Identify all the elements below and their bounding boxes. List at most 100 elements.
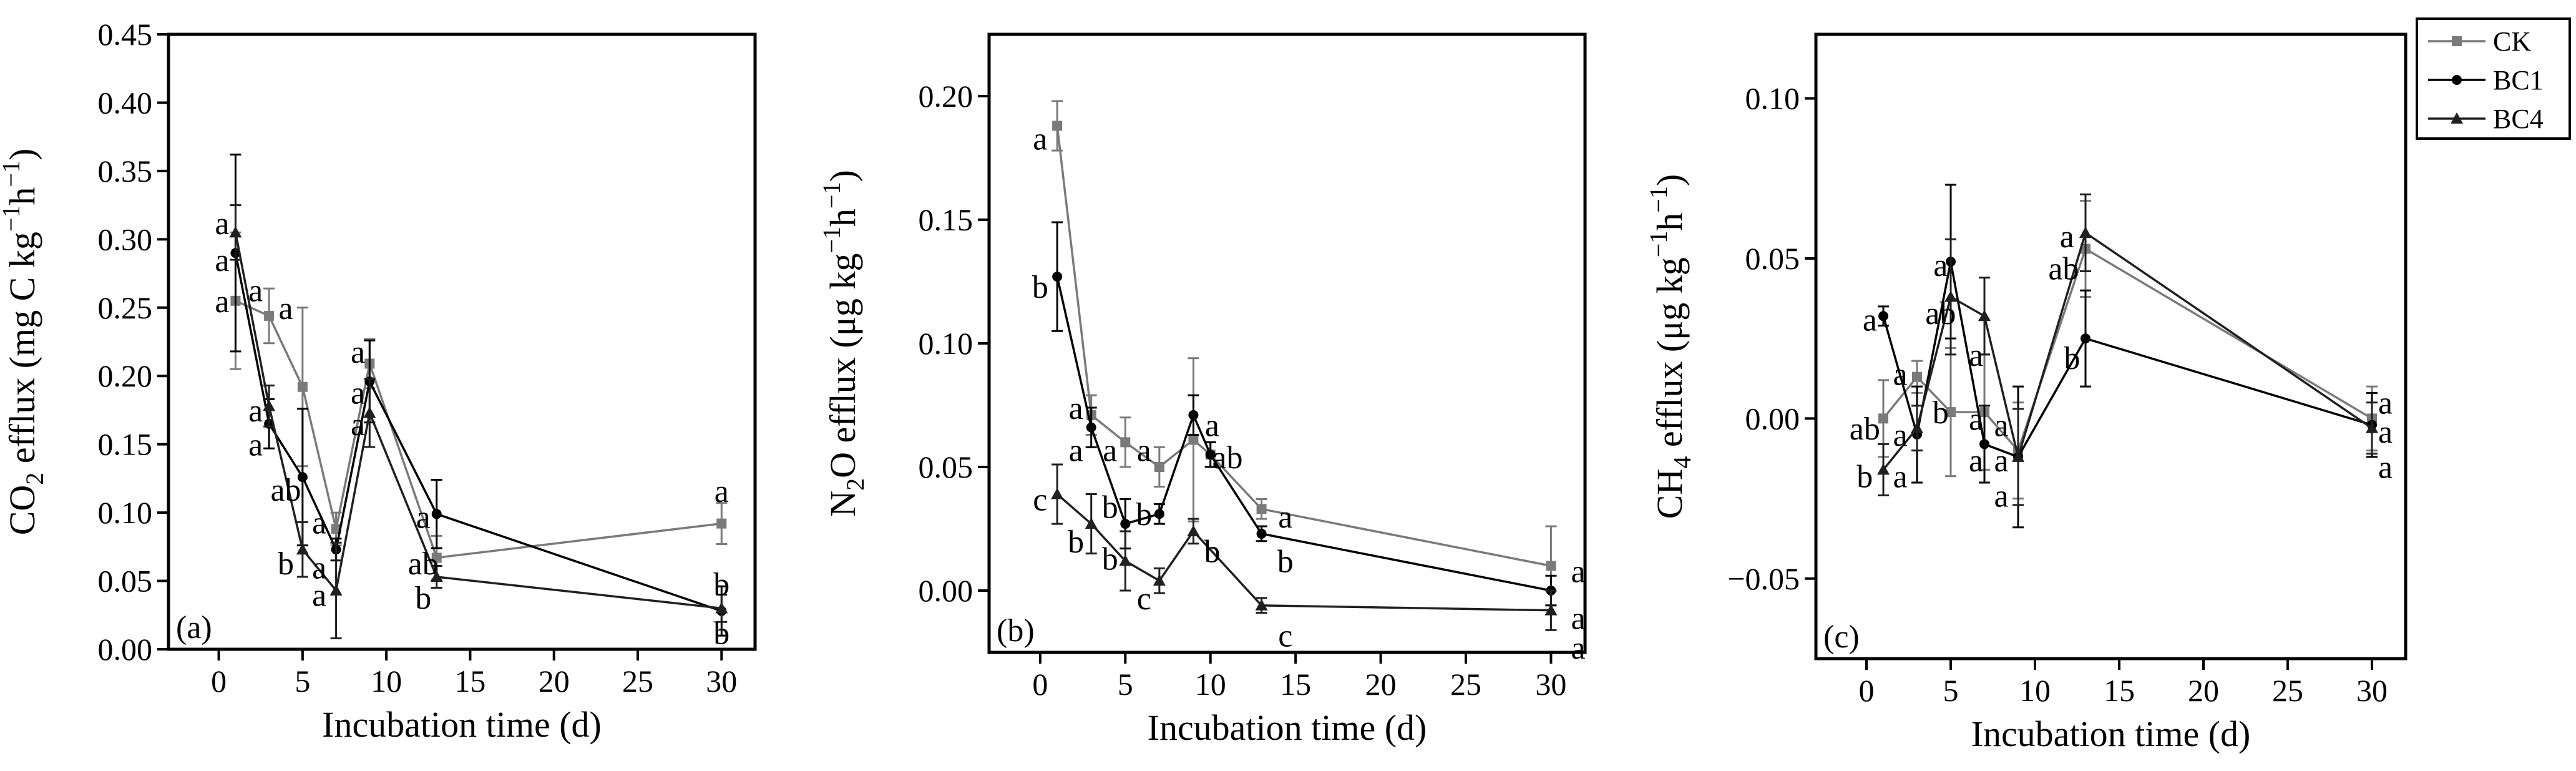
x-tick-label-20: 20: [1365, 667, 1397, 702]
x-tick-label-25: 25: [622, 664, 653, 699]
legend-marker-bc1: [2452, 75, 2462, 85]
data-point-bc4-d9: [1187, 524, 1200, 536]
significance-letter-19: b: [713, 567, 729, 602]
data-point-ck-d3: [264, 310, 275, 321]
x-tick-label-0: 0: [211, 664, 227, 699]
x-tick-label-15: 15: [2104, 673, 2135, 708]
data-point-bc4-d1: [1051, 488, 1064, 499]
significance-letter-15: a: [2060, 219, 2074, 255]
significance-letter-12: a: [1994, 408, 2008, 444]
x-tick-label-15: 15: [1280, 667, 1311, 702]
significance-letter-13: a: [1994, 443, 2008, 479]
x-tick-label-30: 30: [1535, 667, 1566, 702]
data-point-bc4-d3: [263, 400, 276, 411]
panel-label: (b): [997, 613, 1035, 649]
significance-letter-7: ab: [270, 473, 301, 508]
data-point-bc1-d10: [1205, 449, 1216, 460]
y-tick-label-0-15: 0.15: [919, 202, 973, 237]
data-point-bc4-d5: [296, 543, 309, 555]
data-point-ck-d5: [1946, 407, 1956, 418]
x-tick-label-10: 10: [371, 664, 402, 699]
significance-letter-10: b: [1136, 497, 1152, 533]
series-bc1: [1051, 221, 1557, 607]
significance-letter-16: ab: [2048, 251, 2079, 287]
y-axis-title: CH4 efflux (μg kg−1h−1): [1644, 174, 1696, 519]
significance-letter-3: a: [248, 273, 263, 308]
data-point-ck-d7: [1154, 462, 1164, 472]
significance-letter-10: a: [312, 551, 326, 586]
data-point-bc4-d30: [2366, 421, 2378, 433]
panel-a-co2-chart: 0 5 10 15 20 25 30 0.00 0.05 0.10 0.15 0.20 0.25 0.30…: [0, 17, 757, 745]
y-tick-label-0-35: 0.35: [98, 154, 153, 189]
data-point-bc1-d5: [297, 472, 308, 483]
panel-b-n2o-chart: 0 5 10 15 20 25 30 0.00 0.05 0.10 0.15 0.20 Incubati…: [817, 32, 1587, 748]
significance-letter-16: ab: [408, 546, 439, 582]
data-point-bc1-d3: [1086, 422, 1096, 433]
data-point-ck-d30: [716, 518, 727, 529]
significance-letter-8: b: [278, 546, 294, 582]
data-point-bc4-d13: [2079, 226, 2092, 238]
y-tick-label-0-45: 0.45: [98, 17, 153, 52]
significance-letter-12: a: [351, 335, 365, 370]
y-tick-label-0-10: 0.10: [98, 495, 153, 530]
data-point-bc4-d30: [1544, 604, 1558, 616]
data-point-bc4-d5: [1119, 554, 1132, 566]
y-tick-label-0-00: 0.00: [1745, 401, 1800, 436]
series-line-ck: [1882, 247, 2373, 453]
y-tick-label-0-10: 0.10: [1745, 81, 1800, 116]
significance-letter-9: a: [1969, 338, 1983, 373]
significance-letter-7: b: [1102, 489, 1118, 525]
y-tick-label-0-10: 0.10: [919, 326, 973, 361]
data-point-bc4-d9: [2012, 450, 2024, 462]
data-point-bc1-d1: [1878, 311, 1888, 322]
significance-letter-3: a: [1893, 357, 1907, 393]
data-point-ck-d13: [1256, 504, 1267, 514]
legend-item-bc4: BC4: [2428, 104, 2544, 134]
y-tick-label-0-20: 0.20: [919, 79, 973, 114]
data-point-bc4-d13: [1255, 599, 1268, 611]
significance-letter-4: a: [1069, 433, 1083, 468]
significance-letter-14: a: [1994, 478, 2008, 514]
x-tick-label-25: 25: [1450, 667, 1481, 702]
significance-letter-16: b: [1277, 544, 1294, 579]
x-tick-label-5: 5: [295, 664, 310, 699]
legend-label-bc1: BC1: [2493, 65, 2544, 96]
significance-letter-8: b: [1102, 542, 1118, 577]
legend-marker-bc4: [2451, 112, 2463, 124]
significance-letter-0: a: [215, 206, 229, 242]
significance-letter-20: b: [713, 616, 729, 652]
significance-letter-5: b: [1068, 524, 1084, 560]
panel-label: (a): [176, 610, 212, 646]
series-bc4: [1051, 463, 1558, 631]
y-tick-label-0-05: 0.05: [919, 449, 973, 484]
significance-letter-19: a: [2378, 415, 2393, 450]
significance-letter-20: a: [1571, 631, 1586, 666]
data-point-bc1-d13: [2081, 333, 2091, 344]
data-point-ck-d9: [1188, 435, 1199, 445]
significance-letter-4: a: [1893, 418, 1907, 453]
significance-letter-2: c: [1033, 482, 1047, 518]
significance-letter-7: ab: [1925, 296, 1956, 331]
x-tick-label-0: 0: [1859, 673, 1875, 708]
significance-letter-15: a: [416, 500, 431, 536]
panel-label: (c): [1823, 619, 1860, 655]
series-line-ck: [1056, 125, 1551, 567]
x-tick-label-10: 10: [1195, 667, 1226, 702]
data-point-ck-d3: [1912, 371, 1922, 382]
significance-letter-5: a: [1893, 459, 1907, 495]
data-point-bc1-d1: [1052, 272, 1063, 282]
data-point-bc4-d7: [329, 584, 343, 596]
data-point-bc4-d30: [715, 602, 728, 614]
significance-letter-11: c: [1137, 581, 1151, 617]
series-line-bc1: [1882, 261, 2373, 459]
x-tick-label-5: 5: [1118, 667, 1133, 702]
data-point-bc4-d13: [430, 570, 443, 582]
series-bc4: [229, 204, 728, 639]
significance-letter-9: a: [1137, 433, 1151, 468]
y-tick-label-0-05: 0.05: [1745, 241, 1800, 276]
data-point-bc1-d13: [431, 509, 442, 519]
significance-letter-17: c: [1278, 618, 1292, 654]
x-axis-title: Incubation time (d): [1971, 714, 2251, 754]
legend-item-bc1: BC1: [2428, 65, 2544, 96]
